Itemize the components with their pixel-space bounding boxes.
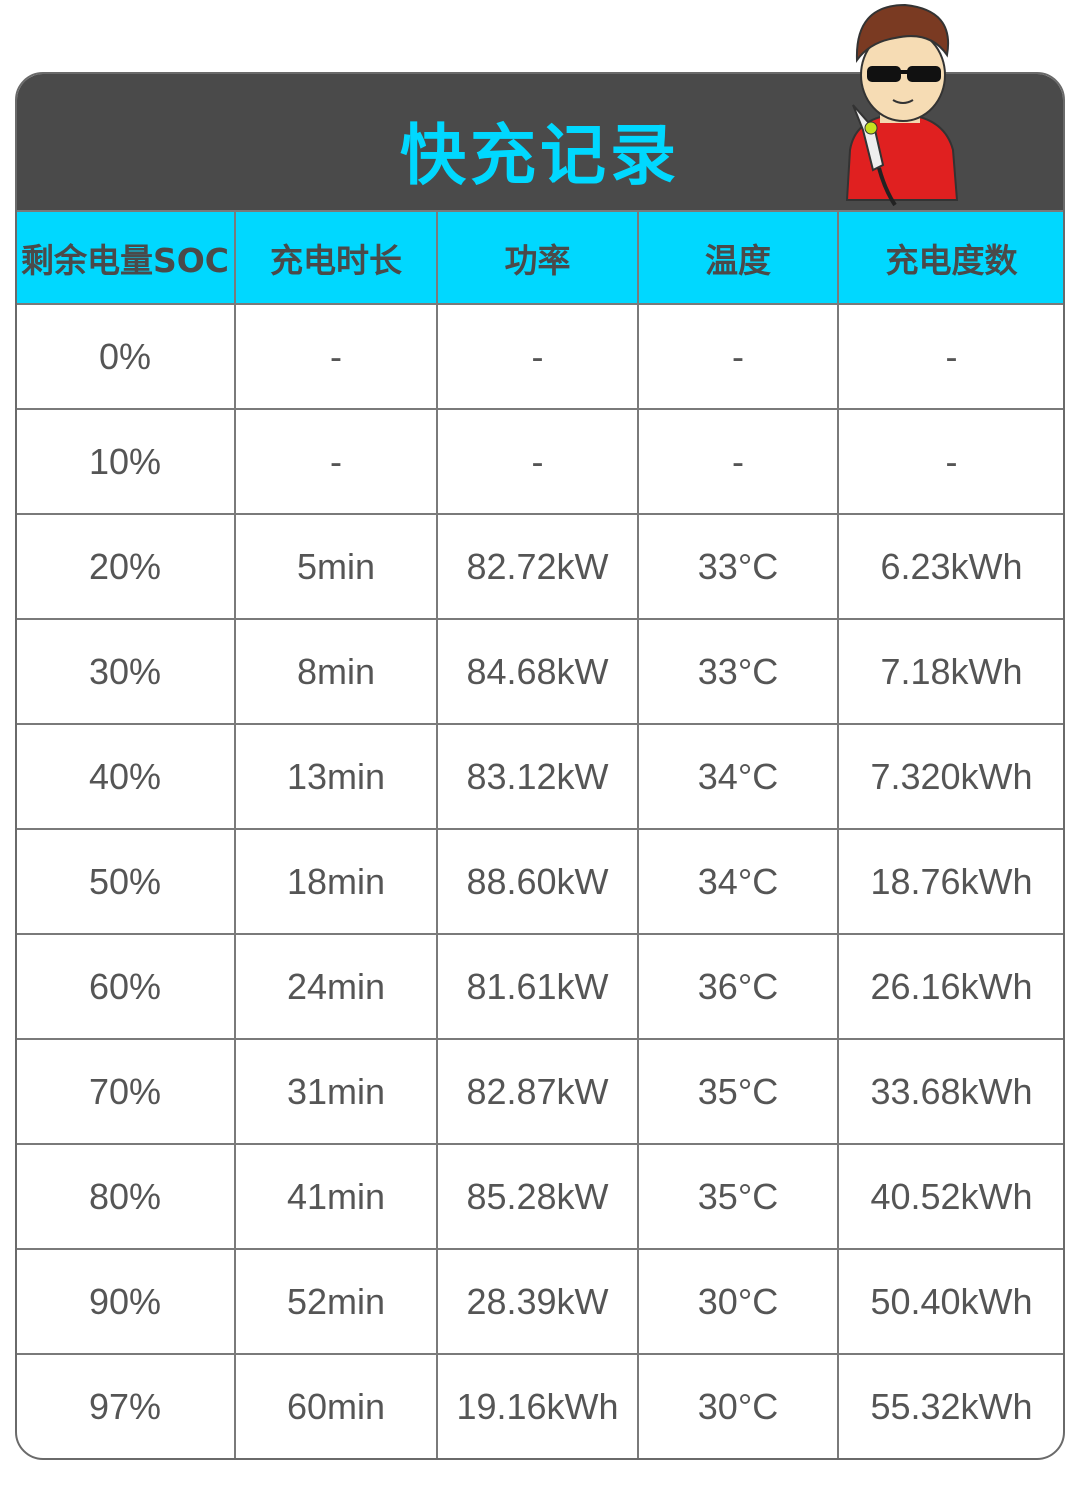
cell-energy: 26.16kWh	[837, 933, 1063, 1040]
cell-soc: 40%	[17, 723, 236, 830]
cell-energy: 40.52kWh	[837, 1143, 1063, 1250]
cell-soc: 80%	[17, 1143, 236, 1250]
cell-energy: 6.23kWh	[837, 513, 1063, 620]
table-row: 0% - - - -	[17, 303, 1063, 410]
cell-power: 82.72kW	[436, 513, 639, 620]
cell-soc: 10%	[17, 408, 236, 515]
cell-energy: 50.40kWh	[837, 1248, 1063, 1355]
cell-energy: 7.18kWh	[837, 618, 1063, 725]
fast-charge-record-card: 快充记录 剩余电量SOC 充电时长 功率 温度 充电度数 0% - - - -10% - - - -20…	[15, 72, 1065, 1460]
cell-temperature: 33°C	[637, 618, 839, 725]
cell-temperature: -	[637, 303, 839, 410]
table-row: 50% 18min 88.60kW 34°C 18.76kWh	[17, 828, 1063, 935]
cell-energy: -	[837, 408, 1063, 515]
cell-duration: 18min	[234, 828, 438, 935]
cell-soc: 70%	[17, 1038, 236, 1145]
cell-temperature: 33°C	[637, 513, 839, 620]
cell-power: 81.61kW	[436, 933, 639, 1040]
cell-duration: -	[234, 303, 438, 410]
cell-power: 83.12kW	[436, 723, 639, 830]
cell-soc: 60%	[17, 933, 236, 1040]
cell-power: 85.28kW	[436, 1143, 639, 1250]
table-row: 60% 24min 81.61kW 36°C 26.16kWh	[17, 933, 1063, 1040]
cell-energy: 33.68kWh	[837, 1038, 1063, 1145]
cell-soc: 0%	[17, 303, 236, 410]
cell-power: 88.60kW	[436, 828, 639, 935]
cell-duration: 13min	[234, 723, 438, 830]
table-row: 80% 41min 85.28kW 35°C 40.52kWh	[17, 1143, 1063, 1250]
cell-temperature: 35°C	[637, 1143, 839, 1250]
table-row: 70% 31min 82.87kW 35°C 33.68kWh	[17, 1038, 1063, 1145]
cell-duration: 41min	[234, 1143, 438, 1250]
cell-soc: 90%	[17, 1248, 236, 1355]
cell-soc: 97%	[17, 1353, 236, 1458]
cell-power: 19.16kWh	[436, 1353, 639, 1458]
cell-duration: 31min	[234, 1038, 438, 1145]
table-row: 90% 52min 28.39kW 30°C 50.40kWh	[17, 1248, 1063, 1355]
column-header-temperature: 温度	[637, 210, 839, 305]
table-row: 97% 60min 19.16kWh 30°C 55.32kWh	[17, 1353, 1063, 1458]
cell-temperature: 35°C	[637, 1038, 839, 1145]
cell-soc: 50%	[17, 828, 236, 935]
cell-power: 82.87kW	[436, 1038, 639, 1145]
cell-temperature: 34°C	[637, 723, 839, 830]
cell-duration: 8min	[234, 618, 438, 725]
cell-temperature: 30°C	[637, 1248, 839, 1355]
column-header-soc: 剩余电量SOC	[17, 210, 236, 305]
charge-table: 剩余电量SOC 充电时长 功率 温度 充电度数 0% - - - -10% - - - -20% 5min…	[17, 210, 1063, 1458]
cell-power: 28.39kW	[436, 1248, 639, 1355]
cell-duration: 60min	[234, 1353, 438, 1458]
cell-duration: 24min	[234, 933, 438, 1040]
cell-temperature: 34°C	[637, 828, 839, 935]
cell-power: -	[436, 303, 639, 410]
table-row: 10% - - - -	[17, 408, 1063, 515]
mascot-illustration	[845, 3, 959, 207]
column-header-energy: 充电度数	[837, 210, 1063, 305]
column-header-power: 功率	[436, 210, 639, 305]
cell-duration: 52min	[234, 1248, 438, 1355]
cell-power: -	[436, 408, 639, 515]
cell-energy: 7.320kWh	[837, 723, 1063, 830]
table-row: 40% 13min 83.12kW 34°C 7.320kWh	[17, 723, 1063, 830]
cell-duration: -	[234, 408, 438, 515]
table-header-row: 剩余电量SOC 充电时长 功率 温度 充电度数	[17, 210, 1063, 305]
cell-soc: 30%	[17, 618, 236, 725]
cell-soc: 20%	[17, 513, 236, 620]
table-row: 30% 8min 84.68kW 33°C 7.18kWh	[17, 618, 1063, 725]
cell-power: 84.68kW	[436, 618, 639, 725]
column-header-duration: 充电时长	[234, 210, 438, 305]
cell-temperature: 36°C	[637, 933, 839, 1040]
table-row: 20% 5min 82.72kW 33°C 6.23kWh	[17, 513, 1063, 620]
cell-energy: 18.76kWh	[837, 828, 1063, 935]
page-title: 快充记录	[400, 117, 680, 194]
cell-duration: 5min	[234, 513, 438, 620]
cell-energy: -	[837, 303, 1063, 410]
cell-temperature: -	[637, 408, 839, 515]
cell-energy: 55.32kWh	[837, 1353, 1063, 1458]
cell-temperature: 30°C	[637, 1353, 839, 1458]
